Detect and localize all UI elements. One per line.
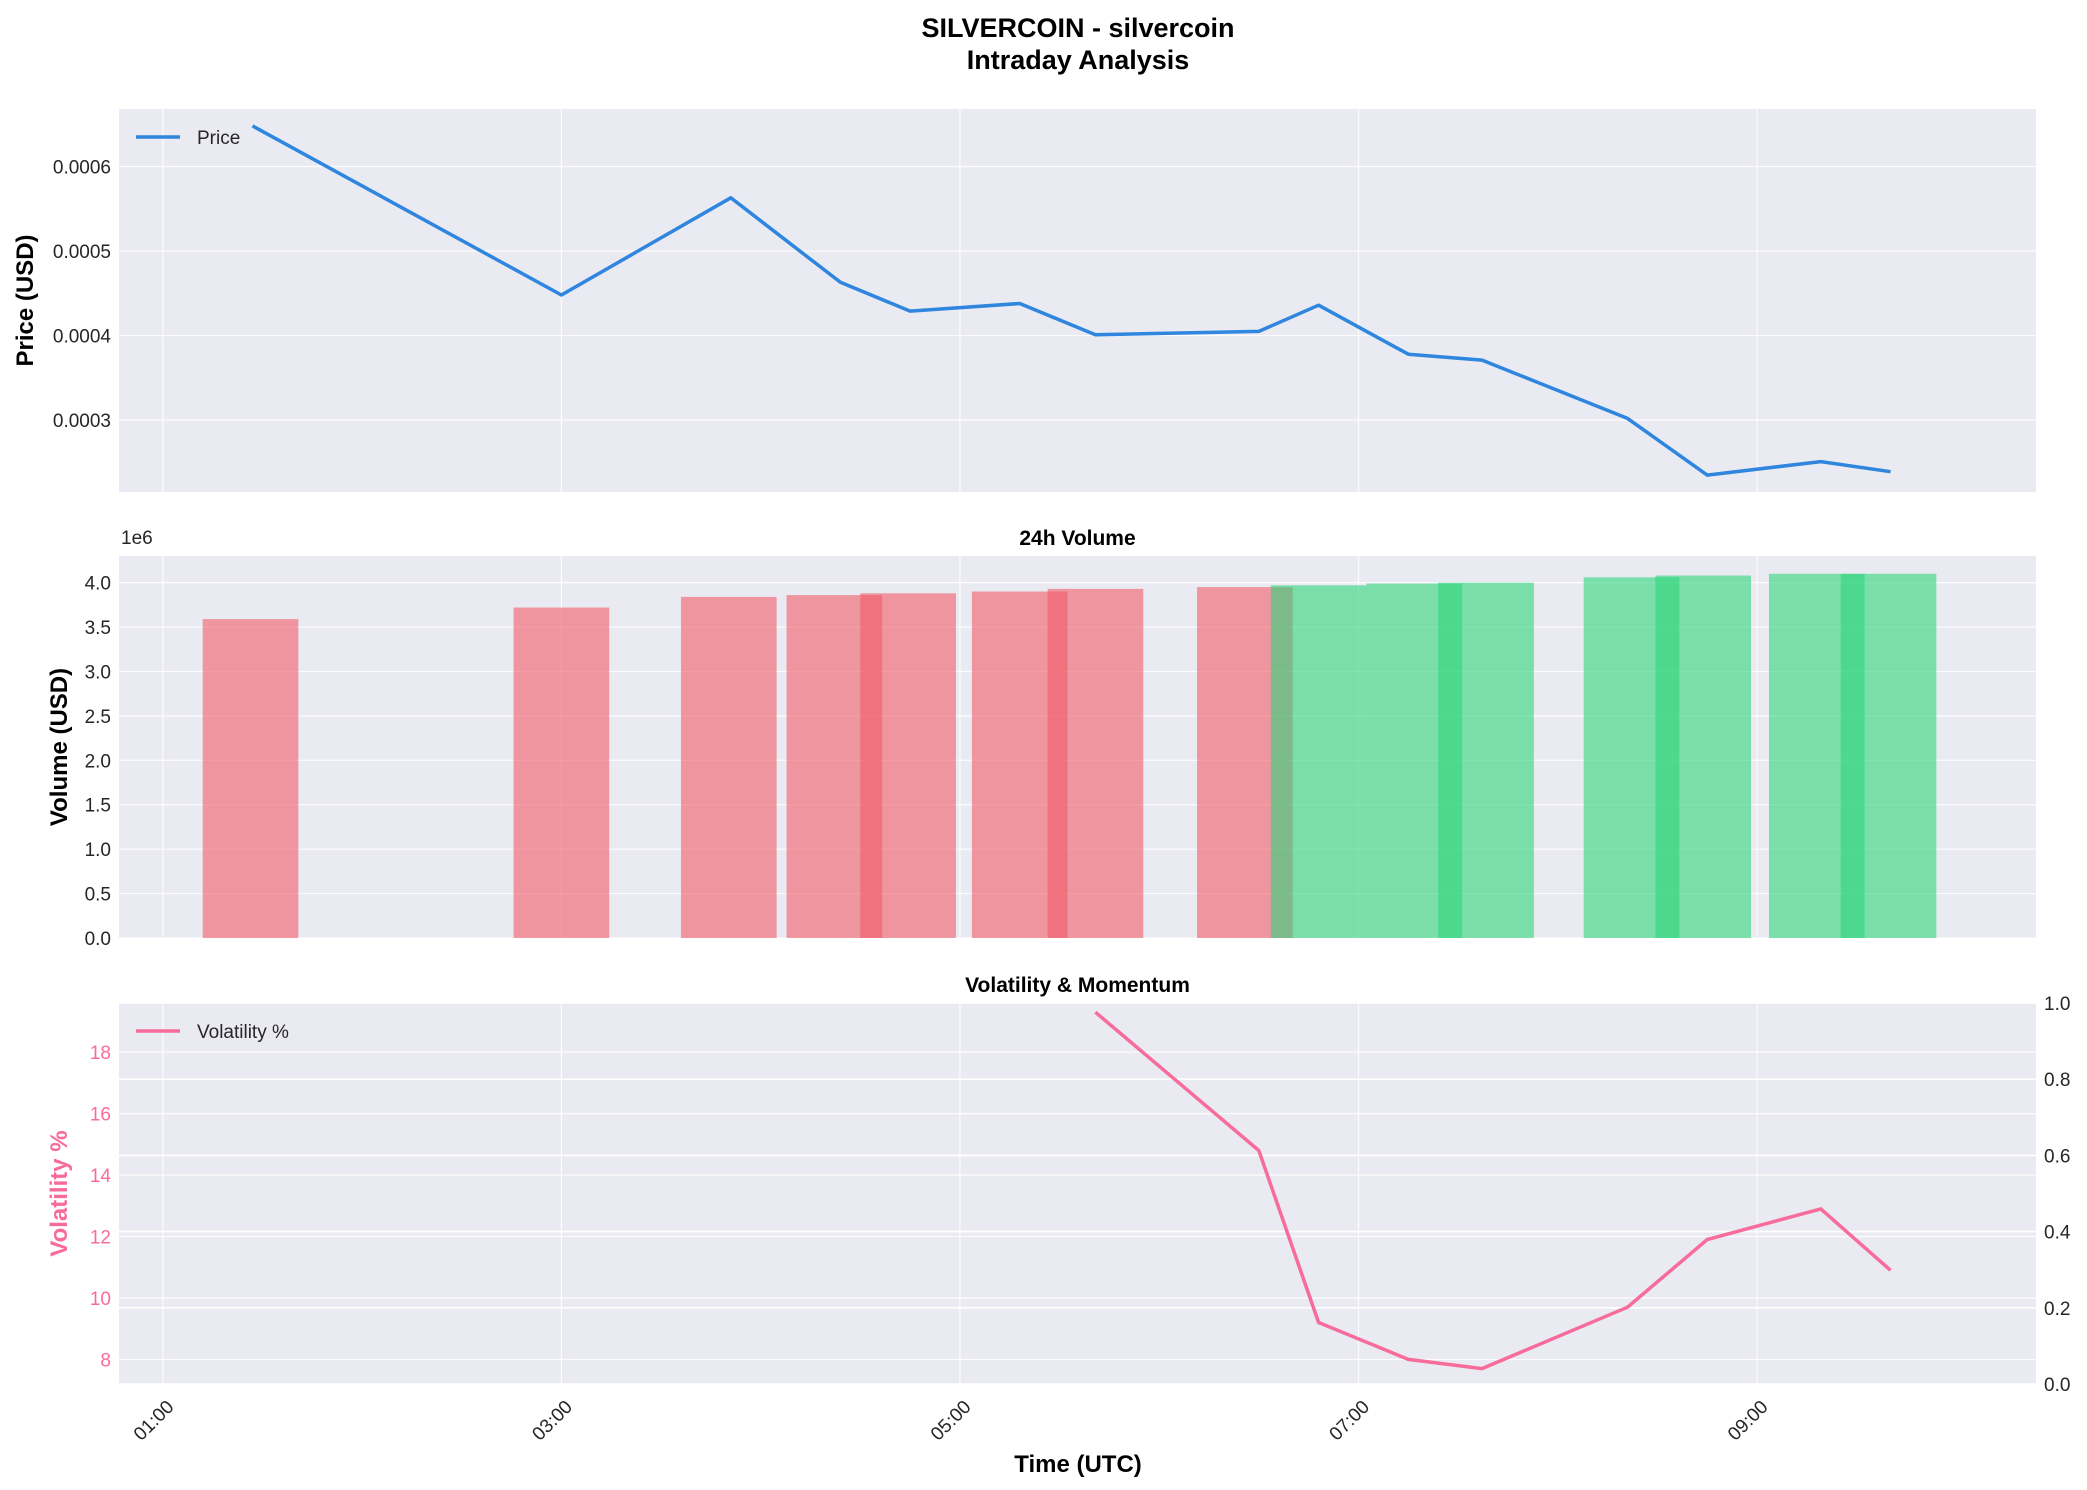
y-tick-label: 0.0006 — [53, 157, 111, 178]
y-offset-label: 1e6 — [121, 528, 153, 549]
volatility-panel: 8 10 12 14 16 18 0.0 0.2 0.4 0.6 0.8 1.0 Volatility … — [46, 974, 2071, 1396]
volume-bar — [1270, 585, 1367, 938]
y-tick-label: 8 — [100, 1350, 111, 1371]
volume-bar — [1047, 588, 1144, 938]
panel-title: 24h Volume — [1019, 527, 1135, 550]
time-x-axis: 01:00 03:00 05:00 07:00 09:00 — [130, 1397, 1773, 1445]
x-tick-label: 07:00 — [1326, 1397, 1374, 1445]
volume-bar — [860, 593, 956, 938]
legend-label: Price — [197, 128, 240, 149]
y-tick-label: 3.0 — [85, 662, 111, 683]
plot-area — [119, 109, 2036, 492]
y-axis-label: Volatility % — [46, 1130, 73, 1256]
y-tick-label: 12 — [90, 1228, 111, 1249]
y-tick-label: 18 — [90, 1043, 111, 1064]
volume-bar — [680, 596, 777, 938]
y-tick-label: 4.0 — [85, 574, 111, 595]
x-axis-label: Time (UTC) — [1014, 1451, 1142, 1478]
y-tick-label: 2.5 — [85, 707, 111, 728]
x-tick-label: 05:00 — [927, 1397, 975, 1445]
y-tick-label: 1.5 — [85, 796, 111, 817]
y-axis-label: Price (USD) — [12, 234, 39, 366]
volume-bar — [513, 607, 610, 938]
y2-tick-label: 0.0 — [2044, 1375, 2070, 1396]
y-tick-label: 10 — [90, 1289, 111, 1310]
x-tick-label: 03:00 — [528, 1397, 576, 1445]
y-tick-label: 14 — [90, 1166, 112, 1187]
y-tick-label: 0.0 — [85, 929, 111, 950]
y2-tick-label: 1.0 — [2044, 994, 2070, 1015]
y-tick-label: 0.0004 — [53, 327, 112, 348]
y-axis-label: Volume (USD) — [46, 668, 73, 826]
price-line — [251, 124, 1891, 477]
legend-label: Volatility % — [197, 1022, 289, 1043]
volatility-line — [1094, 1010, 1892, 1371]
figure-title: SILVERCOIN - silvercoin — [921, 13, 1234, 43]
volume-bar — [202, 619, 299, 938]
panel-title: Volatility & Momentum — [965, 974, 1190, 997]
y-tick-label: 16 — [90, 1105, 111, 1126]
volume-bar — [1655, 575, 1752, 938]
y-tick-label: 0.5 — [85, 885, 111, 906]
y-tick-label: 0.0003 — [53, 411, 111, 432]
y2-tick-label: 0.4 — [2044, 1223, 2071, 1244]
figure-subtitle: Intraday Analysis — [967, 45, 1190, 75]
y-tick-label: 0.0005 — [53, 242, 111, 263]
volume-bar — [1438, 582, 1534, 938]
x-tick-label: 01:00 — [130, 1397, 178, 1445]
volume-bar — [1840, 573, 1937, 938]
y-tick-label: 1.0 — [85, 840, 111, 861]
y2-tick-label: 0.2 — [2044, 1299, 2070, 1320]
y2-tick-label: 0.8 — [2044, 1070, 2070, 1091]
price-panel: 0.0003 0.0004 0.0005 0.0006 Price (USD) Price — [12, 109, 2036, 492]
volume-panel: 0.0 0.5 1.0 1.5 2.0 2.5 3.0 3.5 4.0 Volume (USD) 2… — [46, 527, 2036, 950]
y2-tick-label: 0.6 — [2044, 1146, 2070, 1167]
plot-area — [119, 1003, 2036, 1384]
x-tick-label: 09:00 — [1724, 1397, 1772, 1445]
y-tick-label: 2.0 — [85, 751, 111, 772]
y-tick-label: 3.5 — [85, 618, 111, 639]
